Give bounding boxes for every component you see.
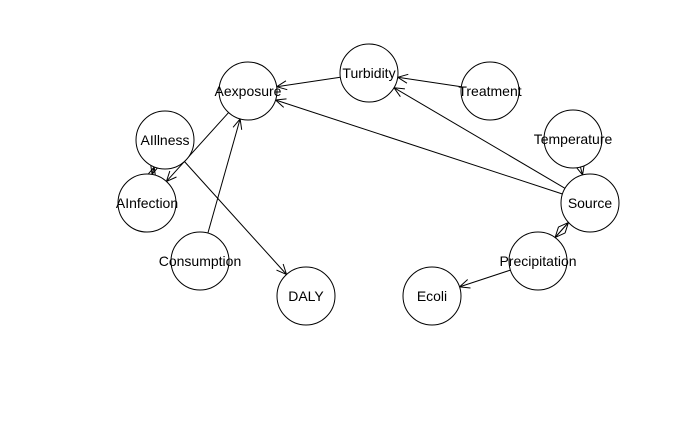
node-label: Treatment [458,83,521,99]
edge-line [276,76,341,88]
node-ainfection: AInfection [116,173,178,233]
node-label: Source [568,195,613,211]
edge-line [579,166,584,176]
edge-source-to-aexposure [274,98,563,195]
edge-consumption-to-aexposure [207,117,243,234]
node-circle [135,110,195,170]
node-circle [460,61,520,121]
edge-line [393,87,566,189]
node-aillness: AIllness [135,110,195,170]
node-circle [276,266,336,326]
node-label: Ecoli [417,288,447,304]
node-label: Consumption [159,253,242,269]
edge-line [275,99,563,195]
edge-treatment-to-turbidity [396,73,462,88]
node-label: AIllness [140,132,189,148]
node-label: Temperature [534,131,613,147]
node-daly: DALY [276,266,336,326]
edge-line [554,222,569,238]
node-source: Source [560,173,620,233]
node-circle [339,43,399,103]
node-consumption: Consumption [159,231,242,291]
node-circle [543,109,603,169]
edge-precipitation-to-ecoli [458,269,511,289]
edge-line [166,112,229,182]
node-circle [508,231,568,291]
edge-turbidity-to-aexposure [275,76,341,91]
node-ecoli: Ecoli [402,266,462,326]
edge-line [207,118,241,234]
node-circle [170,231,230,291]
nodes-layer: Aexposure Turbidity Treatment AIllness AInfe… [116,43,620,326]
node-label: DALY [288,288,324,304]
node-precipitation: Precipitation [499,231,577,291]
node-label: AInfection [116,195,178,211]
node-circle [218,61,278,121]
node-temperature: Temperature [534,109,613,169]
node-circle [117,173,177,233]
edge-line [397,76,462,88]
edge-line [184,161,287,275]
node-circle [402,266,462,326]
node-treatment: Treatment [458,61,522,121]
node-circle [560,173,620,233]
edges-layer [146,73,585,289]
node-aexposure: Aexposure [215,61,282,121]
node-label: Aexposure [215,83,282,99]
node-label: Precipitation [499,253,576,269]
edge-line [151,166,155,175]
edge-line [459,269,511,288]
node-label: Turbidity [342,65,395,81]
node-turbidity: Turbidity [339,43,399,103]
